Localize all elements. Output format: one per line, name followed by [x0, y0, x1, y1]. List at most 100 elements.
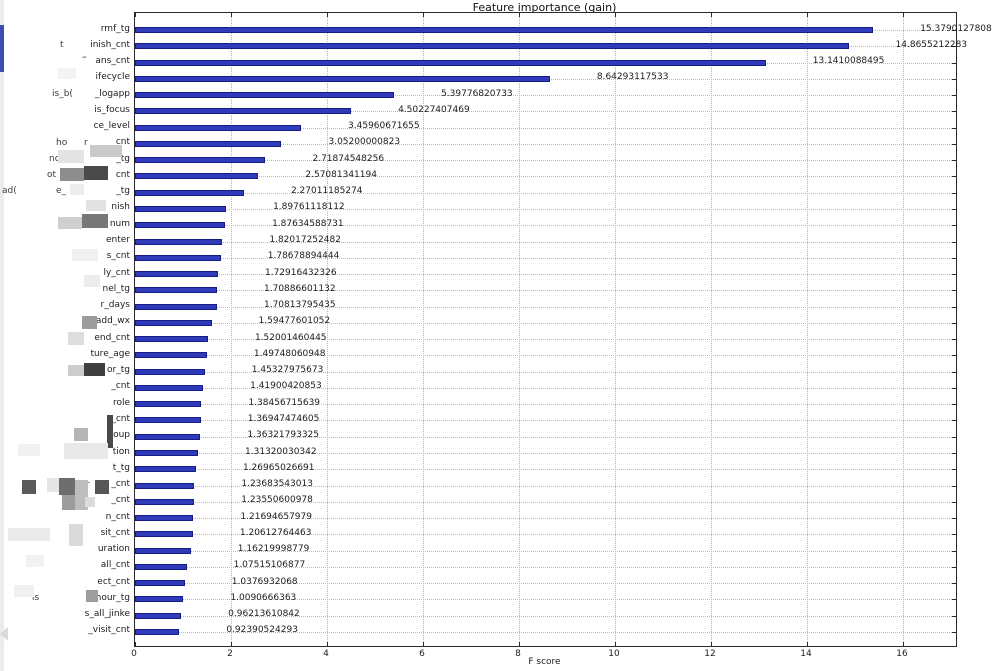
feature-importance-bar: [135, 336, 208, 343]
feature-importance-bar: [135, 384, 204, 391]
feature-importance-bar: [135, 59, 766, 66]
bar-value-label: 1.45327975673: [251, 365, 324, 376]
bar-value-label: 1.59477601052: [258, 316, 331, 327]
y-axis-feature-label: _cnt: [111, 479, 130, 490]
censor-block: [47, 478, 60, 492]
bar-value-label: 3.45960671655: [348, 121, 420, 132]
x-tickmark-bottom: [423, 642, 424, 646]
bar-value-label: 5.39776820733: [441, 88, 513, 99]
y-axis-feature-label: _cnt: [111, 413, 130, 424]
y-gridline: [135, 241, 956, 243]
bar-value-label: 1.23683543013: [241, 479, 313, 490]
x-tick-label: 2: [227, 649, 233, 659]
bar-value-label: 1.23550600978: [241, 495, 313, 506]
x-tick-label: 12: [704, 649, 716, 659]
y-tickmark-right: [952, 355, 956, 357]
feature-importance-bar: [135, 303, 217, 310]
bar-value-label: 1.21694657979: [240, 511, 312, 522]
censored-text-fragment: ot: [47, 169, 57, 180]
y-gridline: [135, 306, 956, 308]
feature-importance-bar: [135, 271, 218, 278]
y-tickmark-right: [952, 631, 956, 633]
censor-block: [68, 365, 84, 376]
feature-importance-bar: [135, 417, 201, 424]
y-gridline: [135, 420, 956, 422]
x-tick-label: 4: [323, 649, 329, 659]
y-tickmark-right: [952, 111, 956, 113]
y-gridline: [135, 501, 956, 503]
censor-block: [74, 428, 88, 441]
y-axis-feature-label: end_cnt: [94, 332, 130, 343]
censor-block: [90, 145, 122, 157]
x-tickmark-top: [231, 13, 232, 17]
censor-block: [85, 497, 95, 507]
y-axis-feature-label: all_cnt: [100, 560, 130, 571]
y-tickmark-right: [952, 453, 956, 455]
x-tickmark-top: [327, 13, 328, 17]
y-axis-feature-label: cnt: [115, 137, 130, 148]
feature-importance-bar: [135, 433, 201, 440]
x-tickmark-bottom: [135, 642, 136, 646]
censored-text-fragment: r: [84, 137, 88, 148]
y-tickmark-right: [952, 160, 956, 162]
censor-block: [58, 68, 76, 79]
x-gridline: [615, 13, 616, 646]
bar-value-label: 1.82017252482: [269, 235, 341, 245]
feature-importance-bar: [135, 580, 185, 587]
censor-block: [84, 275, 100, 287]
y-gridline: [135, 274, 956, 276]
y-tickmark-right: [952, 127, 956, 129]
y-tickmark-right: [952, 469, 956, 471]
y-gridline: [135, 355, 956, 357]
x-gridline: [807, 13, 808, 646]
feature-importance-bar: [135, 450, 199, 457]
feature-importance-bar: [135, 498, 195, 505]
x-gridline: [327, 13, 328, 646]
y-axis-feature-label: enter: [105, 235, 130, 245]
y-axis-feature-label: or_tg: [107, 365, 130, 376]
feature-importance-bar: [135, 368, 205, 375]
bar-value-label: 0.96213610842: [228, 609, 300, 620]
bar-value-label: 15.3790127808: [920, 23, 992, 34]
y-axis-feature-label: _tg: [116, 186, 130, 197]
y-axis-feature-label: is_focus: [94, 104, 130, 115]
chart-title: Feature importance (gain): [472, 1, 617, 14]
censored-text-fragment: e_: [56, 185, 67, 196]
censor-block: [68, 332, 84, 345]
feature-importance-bar: [135, 482, 195, 489]
y-tickmark-right: [952, 322, 956, 324]
y-gridline: [135, 143, 956, 145]
y-gridline: [135, 550, 956, 552]
y-gridline: [135, 436, 956, 438]
y-gridline: [135, 257, 956, 259]
bar-value-label: 1.07515106877: [233, 560, 306, 571]
censor-block: [86, 590, 98, 602]
y-axis-feature-label: ture_age: [90, 348, 130, 359]
y-axis-feature-label: _cnt: [111, 381, 130, 392]
censor-block: [14, 585, 34, 597]
y-tickmark-right: [952, 566, 956, 568]
bar-value-label: 1.36321793325: [247, 430, 319, 441]
x-gridline: [519, 13, 520, 646]
y-tickmark-right: [952, 192, 956, 194]
y-gridline: [135, 599, 956, 601]
feature-importance-bar: [135, 43, 849, 50]
censor-block: [84, 363, 105, 376]
censor-block: [75, 480, 88, 510]
y-axis-feature-label: nish: [111, 202, 130, 213]
x-tickmark-bottom: [519, 642, 520, 646]
scrollbar-thumb[interactable]: [0, 25, 4, 72]
x-gridline: [231, 13, 232, 646]
y-gridline: [135, 176, 956, 178]
y-tickmark-right: [952, 274, 956, 276]
y-gridline: [135, 225, 956, 227]
bar-value-label: 1.36947474605: [247, 413, 320, 424]
y-tickmark-right: [952, 387, 956, 389]
y-tickmark-right: [952, 143, 956, 145]
y-tickmark-right: [952, 46, 956, 48]
x-tickmark-bottom: [711, 642, 712, 646]
y-axis-feature-label: s_all_jinke: [84, 609, 130, 620]
feature-importance-bar: [135, 189, 244, 196]
bar-value-label: 1.49748060948: [253, 348, 326, 359]
